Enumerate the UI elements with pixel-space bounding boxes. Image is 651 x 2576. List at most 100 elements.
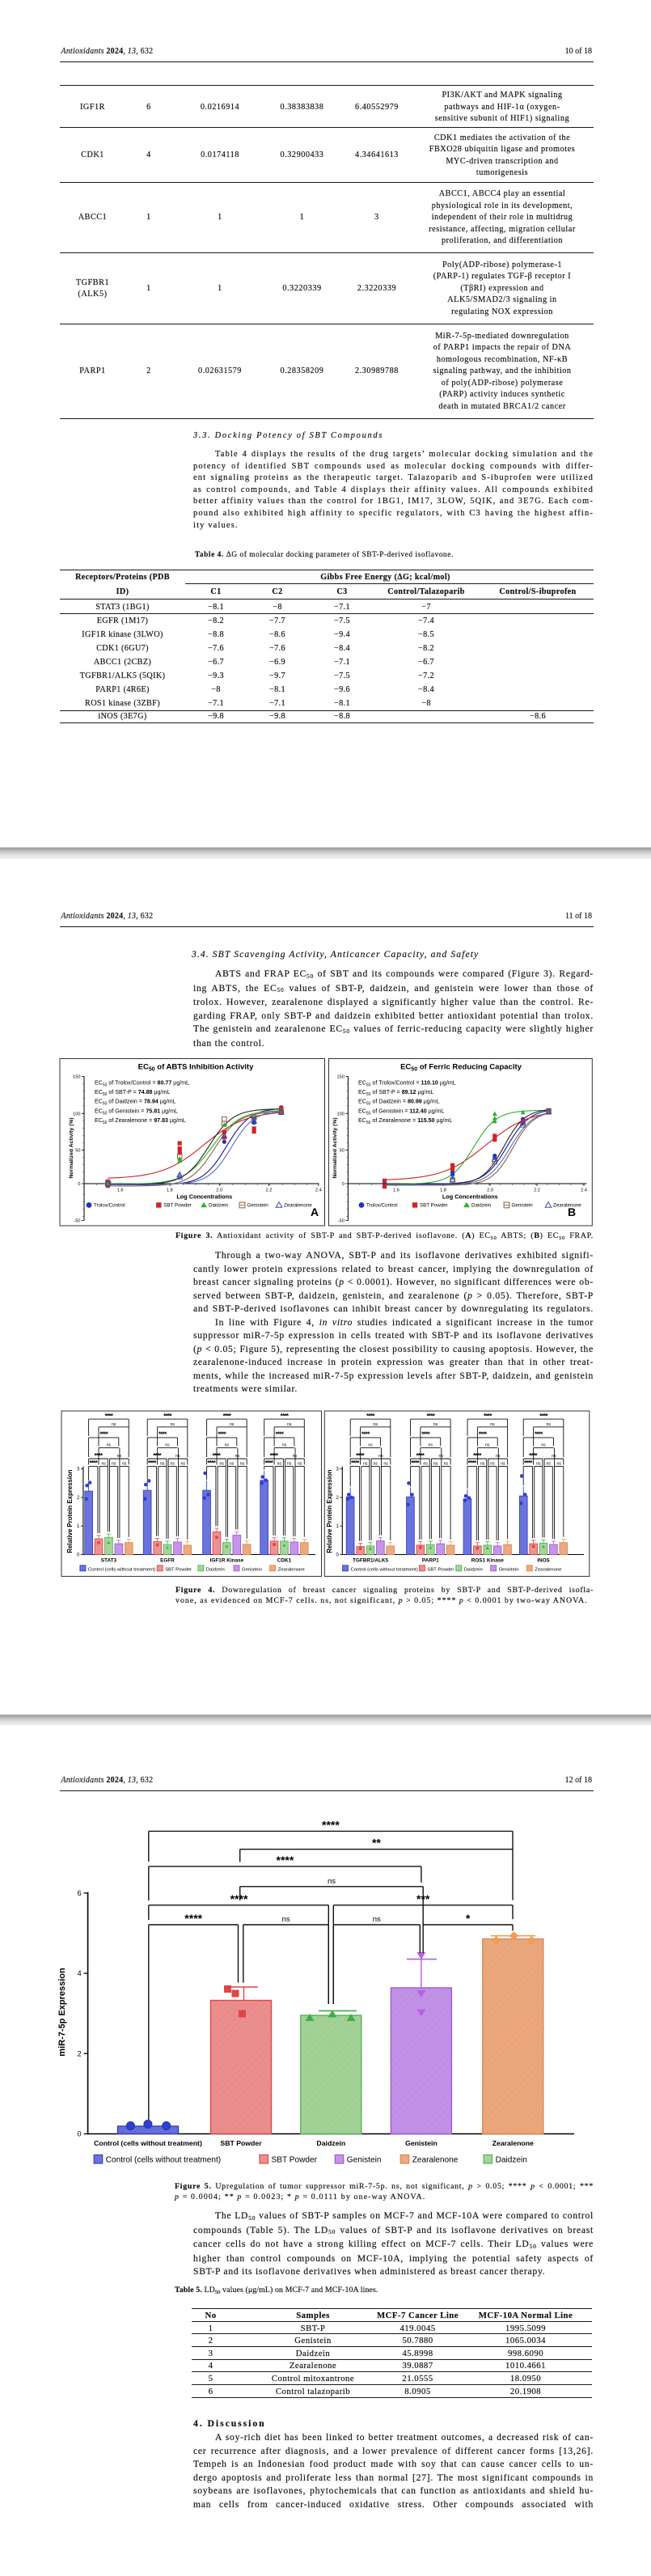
svg-text:ns: ns (328, 1877, 336, 1886)
svg-text:ns: ns (429, 1443, 433, 1447)
svg-text:EC50 of Genistein = 112.40 µg/: EC50 of Genistein = 112.40 µg/mL (358, 1108, 445, 1116)
svg-text:ns: ns (423, 1461, 428, 1466)
svg-text:**: ** (372, 1837, 381, 1849)
svg-text:EC50 of Daidzein = 80.99 µg/mL: EC50 of Daidzein = 80.99 µg/mL (358, 1099, 440, 1107)
svg-text:1: 1 (77, 1524, 80, 1529)
svg-text:EC50 of Zearalenone = 115.50 µ: EC50 of Zearalenone = 115.50 µg/mL (358, 1117, 452, 1125)
svg-text:ns: ns (556, 1461, 561, 1466)
svg-text:ns: ns (383, 1461, 388, 1466)
svg-text:EC50 of Daidzein = 78.94 µg/mL: EC50 of Daidzein = 78.94 µg/mL (95, 1099, 176, 1107)
svg-text:****: **** (351, 1460, 360, 1467)
svg-text:****: **** (230, 1892, 248, 1905)
svg-text:2.2: 2.2 (534, 1188, 540, 1193)
svg-text:PARP1: PARP1 (422, 1558, 439, 1564)
svg-text:ns: ns (536, 1461, 541, 1466)
svg-text:ns: ns (282, 1443, 287, 1447)
svg-text:Log Concentrations: Log Concentrations (176, 1193, 232, 1201)
svg-text:*: * (466, 1912, 471, 1925)
svg-text:EC50 of ABTS Inhibition Activi: EC50 of ABTS Inhibition Activity (138, 1063, 254, 1073)
svg-text:ns: ns (101, 1461, 106, 1466)
svg-text:ns: ns (165, 1443, 170, 1447)
svg-text:Zearalenone: Zearalenone (553, 1203, 581, 1209)
svg-text:EC50 of Genistein = 75.81 µg/m: EC50 of Genistein = 75.81 µg/mL (95, 1108, 178, 1116)
svg-text:ns: ns (541, 1443, 546, 1447)
svg-text:2.4: 2.4 (315, 1188, 322, 1193)
svg-text:ns: ns (180, 1461, 185, 1466)
svg-text:0: 0 (336, 1553, 339, 1558)
svg-text:150: 150 (73, 1075, 80, 1080)
svg-text:****: **** (153, 1452, 162, 1460)
svg-text:ns: ns (363, 1461, 368, 1466)
svg-text:****: **** (356, 1452, 365, 1460)
svg-text:****: **** (421, 1431, 430, 1438)
svg-text:3: 3 (336, 1468, 339, 1472)
svg-text:Zearalenone: Zearalenone (535, 1567, 562, 1572)
svg-text:ns: ns (112, 1461, 116, 1466)
svg-text:50: 50 (75, 1149, 80, 1154)
svg-text:iNOS: iNOS (537, 1558, 550, 1564)
svg-text:150: 150 (337, 1075, 345, 1080)
svg-text:Genistein: Genistein (405, 2139, 438, 2147)
svg-text:1.6: 1.6 (393, 1188, 399, 1193)
svg-text:****: **** (411, 1460, 420, 1467)
svg-text:2.2: 2.2 (266, 1188, 273, 1193)
svg-text:ns: ns (240, 1461, 245, 1466)
svg-text:****: **** (218, 1431, 226, 1438)
svg-text:EC50 of SBT-P = 89.12 µg/mL: EC50 of SBT-P = 89.12 µg/mL (358, 1089, 433, 1097)
svg-text:1: 1 (336, 1524, 339, 1529)
svg-text:ns: ns (490, 1422, 495, 1427)
svg-text:ns: ns (287, 1461, 292, 1466)
svg-text:Genistein: Genistein (512, 1203, 534, 1209)
svg-text:ns: ns (490, 1461, 495, 1466)
svg-text:1.8: 1.8 (440, 1188, 446, 1193)
svg-text:****: **** (270, 1452, 279, 1460)
svg-text:****: **** (163, 1413, 172, 1420)
svg-text:ns: ns (230, 1461, 235, 1466)
svg-text:1.6: 1.6 (117, 1188, 124, 1193)
svg-text:SBT Powder: SBT Powder (272, 2156, 318, 2165)
svg-text:****: **** (89, 1460, 98, 1467)
svg-text:ns: ns (112, 1422, 116, 1427)
svg-text:Daidzein: Daidzein (464, 1567, 483, 1572)
svg-text:Genistein: Genistein (499, 1567, 519, 1572)
svg-text:2: 2 (78, 2049, 82, 2057)
svg-text:0: 0 (342, 1182, 345, 1187)
svg-text:****: **** (524, 1460, 533, 1467)
svg-text:ns: ns (107, 1443, 112, 1447)
svg-text:ns: ns (219, 1461, 224, 1466)
svg-text:SBT Powder: SBT Powder (420, 1203, 448, 1209)
svg-text:****: **** (468, 1460, 477, 1467)
svg-text:ns: ns (170, 1461, 175, 1466)
svg-text:ns: ns (546, 1461, 551, 1466)
svg-text:1.8: 1.8 (167, 1188, 173, 1193)
svg-text:****: **** (322, 1818, 340, 1831)
svg-text:****: **** (366, 1413, 375, 1420)
svg-text:Zearalenone: Zearalenone (412, 2156, 459, 2165)
svg-text:Genistein: Genistein (242, 1567, 262, 1572)
svg-text:ns: ns (122, 1461, 127, 1466)
svg-text:ns: ns (170, 1422, 175, 1427)
svg-text:2.0: 2.0 (487, 1188, 493, 1193)
svg-text:ns: ns (160, 1461, 165, 1466)
svg-text:****: **** (159, 1431, 167, 1438)
svg-text:6: 6 (78, 1889, 82, 1897)
svg-text:A: A (311, 1205, 319, 1218)
svg-text:***: *** (416, 1892, 430, 1905)
svg-text:Daidzein: Daidzein (209, 1203, 229, 1209)
svg-text:EGFR: EGFR (160, 1558, 175, 1564)
svg-text:ns: ns (287, 1422, 292, 1427)
svg-text:ns: ns (282, 1915, 290, 1924)
svg-text:2: 2 (77, 1496, 80, 1501)
svg-text:Zearalenone: Zearalenone (278, 1567, 306, 1572)
svg-text:Zearalenone: Zearalenone (284, 1203, 312, 1209)
svg-text:****: **** (473, 1452, 482, 1460)
svg-text:ns: ns (546, 1422, 551, 1427)
svg-text:Daidzein: Daidzein (316, 2139, 345, 2147)
svg-text:Control (cells without treatme: Control (cells without treatment) (94, 2139, 202, 2147)
svg-text:****: **** (148, 1460, 157, 1467)
svg-text:2: 2 (336, 1496, 339, 1501)
svg-text:****: **** (281, 1413, 290, 1420)
svg-text:ns: ns (298, 1461, 302, 1466)
svg-text:EC50 of Trolox/Control = 80.77: EC50 of Trolox/Control = 80.77 µg/mL (95, 1080, 189, 1088)
svg-text:Control (cells without treatme: Control (cells without treatment) (106, 2156, 222, 2165)
